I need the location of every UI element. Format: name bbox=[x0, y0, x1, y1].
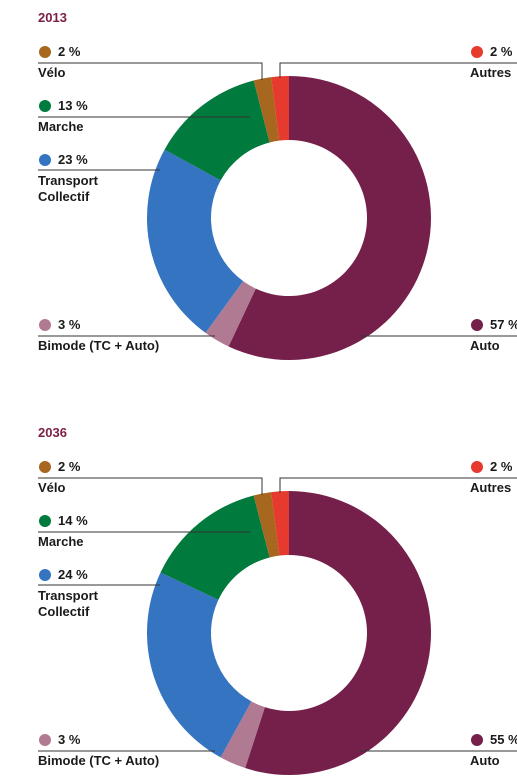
category-label: Auto bbox=[470, 753, 500, 768]
value-label: 3 % bbox=[58, 732, 81, 747]
category-label: Marche bbox=[38, 534, 84, 549]
value-label: 3 % bbox=[58, 317, 81, 332]
leader-line bbox=[38, 477, 263, 495]
legend-dot bbox=[39, 461, 51, 473]
value-label: 55 % bbox=[490, 732, 517, 747]
legend-dot bbox=[39, 515, 51, 527]
leader-line bbox=[38, 62, 263, 80]
donut-segment bbox=[245, 491, 431, 776]
legend-dot bbox=[39, 100, 51, 112]
category-label: Bimode (TC + Auto) bbox=[38, 338, 160, 353]
category-label: Autres bbox=[470, 480, 512, 495]
legend-dot bbox=[471, 461, 483, 473]
category-label: Vélo bbox=[38, 65, 66, 80]
leader-line bbox=[279, 477, 517, 493]
value-label: 2 % bbox=[58, 44, 81, 59]
chart-title: 2036 bbox=[38, 425, 67, 440]
legend-dot bbox=[39, 154, 51, 166]
value-label: 24 % bbox=[58, 567, 88, 582]
category-label: Auto bbox=[470, 338, 500, 353]
donut-segment bbox=[160, 495, 270, 600]
value-label: 2 % bbox=[58, 459, 81, 474]
donut-segment bbox=[220, 701, 265, 769]
category-label: Transport Collectif bbox=[38, 173, 98, 204]
category-label: Transport Collectif bbox=[38, 588, 98, 619]
category-label: Autres bbox=[470, 65, 512, 80]
category-label: Bimode (TC + Auto) bbox=[38, 753, 160, 768]
legend-dot bbox=[39, 46, 51, 58]
value-label: 14 % bbox=[58, 513, 88, 528]
donut-segment bbox=[205, 281, 256, 347]
legend-dot bbox=[39, 569, 51, 581]
donut-segment bbox=[164, 80, 270, 181]
donut-segment bbox=[253, 492, 280, 558]
legend-dot bbox=[471, 734, 483, 746]
chart-title: 2013 bbox=[38, 10, 67, 25]
donut-segment bbox=[271, 76, 289, 141]
value-label: 57 % bbox=[490, 317, 517, 332]
legend-dot bbox=[39, 319, 51, 331]
legend-dot bbox=[39, 734, 51, 746]
value-label: 2 % bbox=[490, 44, 513, 59]
category-label: Vélo bbox=[38, 480, 66, 495]
legend-dot bbox=[471, 46, 483, 58]
value-label: 2 % bbox=[490, 459, 513, 474]
leader-line bbox=[279, 62, 517, 78]
donut-segment bbox=[146, 572, 252, 758]
donut-segment bbox=[271, 491, 289, 556]
donut-segment bbox=[228, 76, 432, 360]
donut-segment bbox=[147, 149, 244, 333]
legend-dot bbox=[471, 319, 483, 331]
value-label: 23 % bbox=[58, 152, 88, 167]
donut-segment bbox=[253, 77, 280, 143]
value-label: 13 % bbox=[58, 98, 88, 113]
category-label: Marche bbox=[38, 119, 84, 134]
